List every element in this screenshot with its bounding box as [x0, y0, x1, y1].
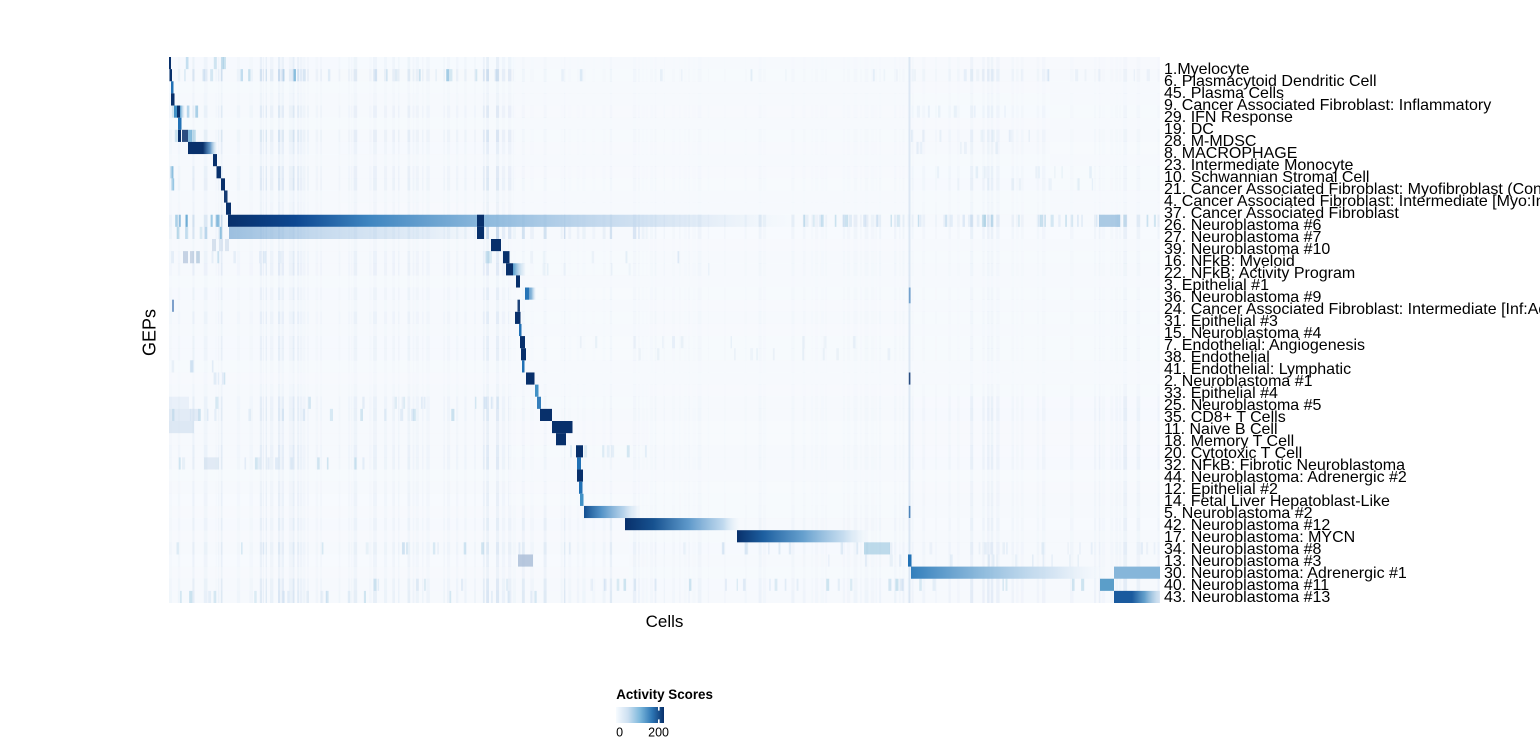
svg-text:33. Epithelial #4: 33. Epithelial #4 — [1164, 385, 1278, 402]
svg-text:200: 200 — [648, 725, 669, 739]
svg-text:44. Neuroblastoma: Adrenergic: 44. Neuroblastoma: Adrenergic #2 — [1164, 469, 1407, 486]
svg-text:10. Schwannian Stromal Cell: 10. Schwannian Stromal Cell — [1164, 169, 1369, 186]
svg-text:35. CD8+ T Cells: 35. CD8+ T Cells — [1164, 409, 1286, 426]
svg-text:41. Endothelial: Lymphatic: 41. Endothelial: Lymphatic — [1164, 361, 1351, 378]
svg-text:1.Myelocyte: 1.Myelocyte — [1164, 61, 1249, 78]
svg-text:5. Neuroblastoma #2: 5. Neuroblastoma #2 — [1164, 505, 1313, 522]
svg-text:26. Neuroblastoma #6: 26. Neuroblastoma #6 — [1164, 217, 1322, 234]
svg-text:19. DC: 19. DC — [1164, 121, 1214, 138]
svg-text:3. Epithelial #1: 3. Epithelial #1 — [1164, 277, 1269, 294]
svg-text:20. Cytotoxic T Cell: 20. Cytotoxic T Cell — [1164, 445, 1302, 462]
svg-text:Cells: Cells — [646, 612, 684, 631]
svg-text:15. Neuroblastoma #4: 15. Neuroblastoma #4 — [1164, 325, 1322, 342]
svg-text:25. Neuroblastoma #5: 25. Neuroblastoma #5 — [1164, 397, 1322, 414]
svg-text:14. Fetal Liver Hepatoblast-Li: 14. Fetal Liver Hepatoblast-Like — [1164, 493, 1390, 510]
svg-text:42. Neuroblastoma #12: 42. Neuroblastoma #12 — [1164, 517, 1330, 534]
svg-text:4. Cancer Associated Fibroblas: 4. Cancer Associated Fibroblast: Interme… — [1164, 193, 1540, 210]
svg-text:29. IFN Response: 29. IFN Response — [1164, 109, 1293, 126]
svg-text:45. Plasma Cells: 45. Plasma Cells — [1164, 85, 1284, 102]
svg-text:32. NFkB: Fibrotic Neuroblasto: 32. NFkB: Fibrotic Neuroblastoma — [1164, 457, 1405, 474]
svg-text:28. M-MDSC: 28. M-MDSC — [1164, 133, 1256, 150]
svg-text:36. Neuroblastoma #9: 36. Neuroblastoma #9 — [1164, 289, 1322, 306]
svg-text:24. Cancer Associated Fibrobla: 24. Cancer Associated Fibroblast: Interm… — [1164, 301, 1540, 318]
svg-text:GEPs: GEPs — [140, 309, 160, 356]
svg-text:17. Neuroblastoma: MYCN: 17. Neuroblastoma: MYCN — [1164, 529, 1355, 546]
svg-text:12. Epithelial #2: 12. Epithelial #2 — [1164, 481, 1278, 498]
svg-text:43. Neuroblastoma #13: 43. Neuroblastoma #13 — [1164, 589, 1330, 606]
svg-text:23. Intermediate Monocyte: 23. Intermediate Monocyte — [1164, 157, 1354, 174]
svg-text:27. Neuroblastoma #7: 27. Neuroblastoma #7 — [1164, 229, 1322, 246]
svg-text:31. Epithelial #3: 31. Epithelial #3 — [1164, 313, 1278, 330]
svg-text:Activity Scores: Activity Scores — [616, 687, 713, 702]
svg-text:8. MACROPHAGE: 8. MACROPHAGE — [1164, 145, 1297, 162]
svg-text:7. Endothelial: Angiogenesis: 7. Endothelial: Angiogenesis — [1164, 337, 1365, 354]
svg-text:37. Cancer Associated Fibrobla: 37. Cancer Associated Fibroblast — [1164, 205, 1399, 222]
svg-text:6. Plasmacytoid Dendritic Cell: 6. Plasmacytoid Dendritic Cell — [1164, 73, 1377, 90]
svg-text:18. Memory T Cell: 18. Memory T Cell — [1164, 433, 1294, 450]
svg-text:21. Cancer Associated Fibrobla: 21. Cancer Associated Fibroblast: Myofib… — [1164, 181, 1540, 198]
svg-text:2. Neuroblastoma #1: 2. Neuroblastoma #1 — [1164, 373, 1313, 390]
svg-text:0: 0 — [616, 725, 623, 739]
svg-text:39. Neuroblastoma #10: 39. Neuroblastoma #10 — [1164, 241, 1330, 258]
svg-text:40. Neuroblastoma #11: 40. Neuroblastoma #11 — [1164, 577, 1329, 594]
svg-text:34. Neuroblastoma #8: 34. Neuroblastoma #8 — [1164, 541, 1322, 558]
svg-text:13. Neuroblastoma #3: 13. Neuroblastoma #3 — [1164, 553, 1322, 570]
svg-text:9. Cancer Associated Fibroblas: 9. Cancer Associated Fibroblast: Inflamm… — [1164, 97, 1491, 114]
svg-text:22. NFkB: Activity Program: 22. NFkB: Activity Program — [1164, 265, 1355, 282]
svg-text:30. Neuroblastoma: Adrenergic: 30. Neuroblastoma: Adrenergic #1 — [1164, 565, 1407, 582]
svg-text:16. NFkB: Myeloid: 16. NFkB: Myeloid — [1164, 253, 1295, 270]
svg-text:38. Endothelial: 38. Endothelial — [1164, 349, 1270, 366]
svg-text:11. Naive B Cell: 11. Naive B Cell — [1164, 421, 1278, 438]
